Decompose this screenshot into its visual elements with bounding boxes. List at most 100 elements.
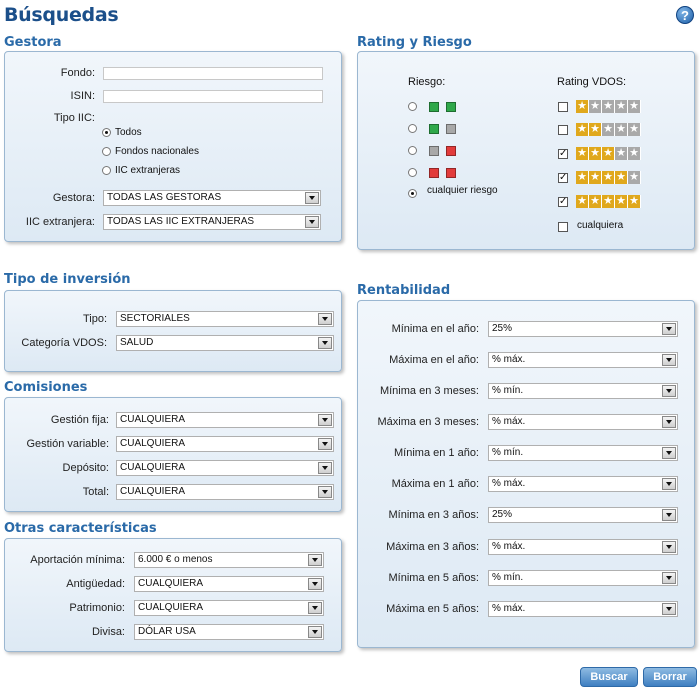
isin-input[interactable] <box>103 90 323 103</box>
chevron-down-icon[interactable] <box>662 541 676 553</box>
star-icon: ★ <box>576 171 589 184</box>
chevron-down-icon[interactable] <box>318 486 332 498</box>
rent-select-3[interactable]: % mín. <box>488 383 678 399</box>
categoria-vdos-select[interactable]: SALUD <box>116 335 334 351</box>
rent-select-value: % máx. <box>492 541 526 552</box>
chevron-down-icon[interactable] <box>308 602 322 614</box>
comisiones-section-title: Comisiones <box>4 380 88 395</box>
rating-checkbox-any[interactable] <box>558 222 568 232</box>
rent-select-6[interactable]: % máx. <box>488 476 678 492</box>
riesgo-any-label: cualquier riesgo <box>427 185 498 196</box>
star-icon: ★ <box>602 123 615 136</box>
riesgo-radio-4[interactable] <box>408 168 417 177</box>
chevron-down-icon[interactable] <box>662 603 676 615</box>
rating-checkbox-4[interactable]: ✓ <box>558 172 568 183</box>
chevron-down-icon[interactable] <box>662 323 676 335</box>
total-select[interactable]: CUALQUIERA <box>116 484 334 500</box>
star-icon: ★ <box>576 147 589 160</box>
star-icon: ★ <box>602 100 615 113</box>
star-rating-5: ★ ★ ★ ★ ★ <box>576 195 641 208</box>
chevron-down-icon[interactable] <box>662 509 676 521</box>
riesgo-radio-1[interactable] <box>408 102 417 111</box>
chevron-down-icon[interactable] <box>662 447 676 459</box>
iic-extranjera-label: IIC extranjera: <box>25 216 95 228</box>
divisa-label: Divisa: <box>91 626 125 638</box>
rent-select-9[interactable]: % mín. <box>488 570 678 586</box>
chevron-down-icon[interactable] <box>308 578 322 590</box>
star-icon: ★ <box>628 123 641 136</box>
star-icon: ★ <box>576 195 589 208</box>
rating-checkbox-1[interactable] <box>558 102 568 112</box>
riesgo-radio-any[interactable] <box>408 189 417 198</box>
borrar-button[interactable]: Borrar <box>643 667 697 687</box>
rent-label-2: Máxima en el año: <box>389 354 479 366</box>
aportacion-minima-select[interactable]: 6.000 € o menos <box>134 552 324 568</box>
patrimonio-select[interactable]: CUALQUIERA <box>134 600 324 616</box>
chevron-down-icon[interactable] <box>662 416 676 428</box>
rating-section-title: Rating y Riesgo <box>357 35 472 50</box>
rent-select-7[interactable]: 25% <box>488 507 678 523</box>
rent-select-4[interactable]: % máx. <box>488 414 678 430</box>
risk-square-icon <box>446 124 456 134</box>
rating-checkbox-2[interactable] <box>558 125 568 135</box>
chevron-down-icon[interactable] <box>318 438 332 450</box>
chevron-down-icon[interactable] <box>318 337 332 349</box>
tipo-label: Tipo: <box>82 313 107 325</box>
risk-square-icon <box>446 102 456 112</box>
gestion-fija-select[interactable]: CUALQUIERA <box>116 412 334 428</box>
tipo-iic-radio-nacionales[interactable] <box>102 147 111 156</box>
isin-label: ISIN: <box>70 90 95 102</box>
deposito-select[interactable]: CUALQUIERA <box>116 460 334 476</box>
page-title: Búsquedas <box>4 4 119 26</box>
tipo-iic-radio-todos[interactable] <box>102 128 111 137</box>
rent-label-8: Máxima en 3 años: <box>386 541 479 553</box>
riesgo-radio-2[interactable] <box>408 124 417 133</box>
chevron-down-icon[interactable] <box>318 462 332 474</box>
star-icon: ★ <box>589 195 602 208</box>
chevron-down-icon[interactable] <box>318 414 332 426</box>
chevron-down-icon[interactable] <box>318 313 332 325</box>
divisa-select[interactable]: DÓLAR USA <box>134 624 324 640</box>
rent-select-10[interactable]: % máx. <box>488 601 678 617</box>
rating-checkbox-5[interactable]: ✓ <box>558 196 568 207</box>
deposito-select-value: CUALQUIERA <box>120 462 186 473</box>
tipo-select[interactable]: SECTORIALES <box>116 311 334 327</box>
chevron-down-icon[interactable] <box>662 354 676 366</box>
help-icon[interactable]: ? <box>676 6 694 24</box>
chevron-down-icon[interactable] <box>308 554 322 566</box>
rent-label-3: Mínima en 3 meses: <box>379 385 479 397</box>
iic-extranjera-select-value: TODAS LAS IIC EXTRANJERAS <box>107 216 255 227</box>
rent-select-1[interactable]: 25% <box>488 321 678 337</box>
rent-select-value: % máx. <box>492 354 526 365</box>
gestion-variable-select[interactable]: CUALQUIERA <box>116 436 334 452</box>
rent-select-8[interactable]: % máx. <box>488 539 678 555</box>
gestora-select[interactable]: TODAS LAS GESTORAS <box>103 190 321 206</box>
rent-select-value: 25% <box>492 323 513 334</box>
buscar-button[interactable]: Buscar <box>580 667 638 687</box>
riesgo-radio-3[interactable] <box>408 146 417 155</box>
iic-extranjera-select[interactable]: TODAS LAS IIC EXTRANJERAS <box>103 214 321 230</box>
star-icon: ★ <box>602 147 615 160</box>
rent-select-5[interactable]: % mín. <box>488 445 678 461</box>
antiguedad-select[interactable]: CUALQUIERA <box>134 576 324 592</box>
rent-label-10: Máxima en 5 años: <box>386 603 479 615</box>
chevron-down-icon[interactable] <box>305 216 319 228</box>
rating-any-label: cualquiera <box>577 220 624 231</box>
chevron-down-icon[interactable] <box>308 626 322 638</box>
fondo-label: Fondo: <box>60 67 95 79</box>
fondo-input[interactable] <box>103 67 323 80</box>
chevron-down-icon[interactable] <box>305 192 319 204</box>
chevron-down-icon[interactable] <box>662 572 676 584</box>
rent-label-7: Mínima en 3 años: <box>388 509 480 521</box>
rent-select-2[interactable]: % máx. <box>488 352 678 368</box>
gestion-variable-label: Gestión variable: <box>26 438 109 450</box>
star-icon: ★ <box>628 100 641 113</box>
rating-checkbox-3[interactable]: ✓ <box>558 148 568 159</box>
chevron-down-icon[interactable] <box>662 385 676 397</box>
divisa-select-value: DÓLAR USA <box>138 626 196 637</box>
star-icon: ★ <box>589 100 602 113</box>
gestora-section-title: Gestora <box>4 35 62 50</box>
star-icon: ★ <box>589 123 602 136</box>
chevron-down-icon[interactable] <box>662 478 676 490</box>
tipo-iic-radio-extranjeras[interactable] <box>102 166 111 175</box>
